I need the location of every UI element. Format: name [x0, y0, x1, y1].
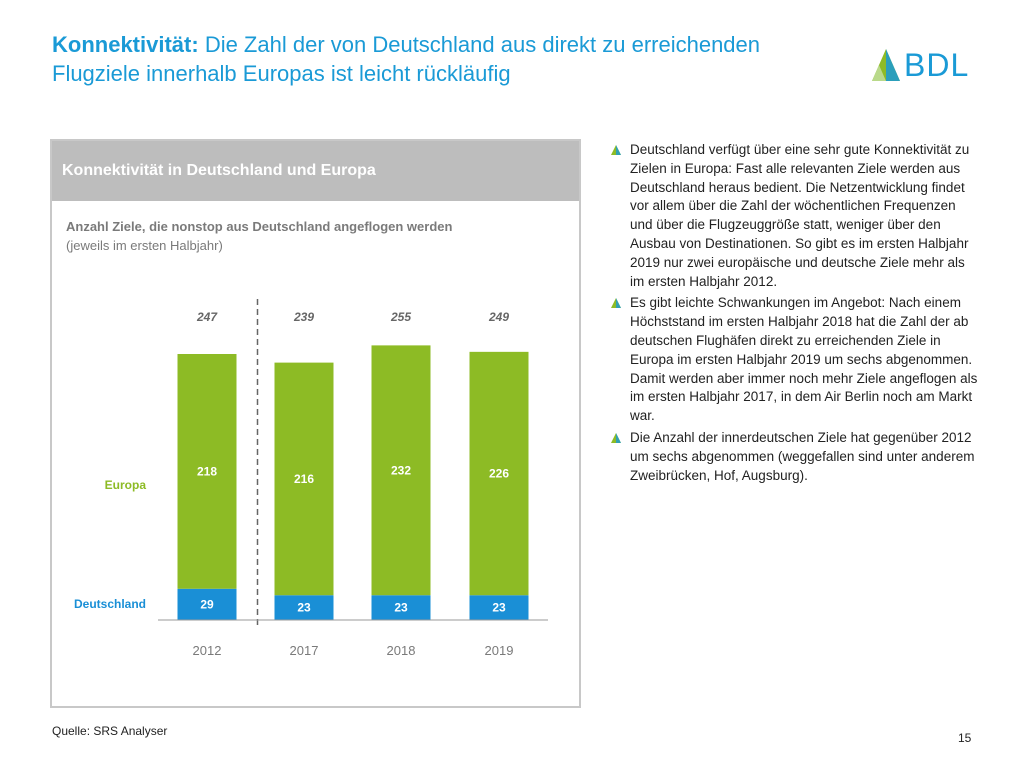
bar-europa-2017	[274, 362, 334, 596]
label-total-2018: 255	[390, 310, 411, 324]
label-europa-2017: 216	[294, 472, 314, 486]
panel-title: Konnektivität in Deutschland und Europa	[62, 162, 376, 179]
x-tick-2018: 2018	[387, 643, 416, 658]
source-note: Quelle: SRS Analyser	[52, 724, 168, 738]
bullet-text: Die Anzahl der innerdeutschen Ziele hat …	[630, 429, 975, 483]
label-total-2012: 247	[196, 310, 218, 324]
bullet-item: Es gibt leichte Schwankungen im Angebot:…	[610, 294, 980, 426]
bar-deutschland-2019	[469, 595, 529, 620]
label-deutschland-2018: 23	[394, 601, 408, 615]
label-europa-2012: 218	[197, 464, 217, 478]
panel-header: Konnektivität in Deutschland und Europa	[52, 141, 579, 201]
bullet-triangle-icon	[611, 432, 621, 443]
label-europa-2019: 226	[489, 467, 509, 481]
bar-europa-2019	[469, 351, 529, 596]
bar-deutschland-2017	[274, 595, 334, 620]
page-number: 15	[958, 731, 972, 745]
series-label-europa: Europa	[105, 478, 147, 492]
bar-deutschland-2018	[371, 595, 431, 620]
bullet-text: Deutschland verfügt über eine sehr gute …	[630, 142, 970, 289]
bullet-triangle-icon	[611, 298, 621, 309]
slide-title-line1: Die Zahl der von Deutschland aus direkt …	[204, 32, 761, 57]
bullet-item: Deutschland verfügt über eine sehr gute …	[610, 141, 980, 291]
bar-deutschland-2012	[177, 588, 237, 620]
label-deutschland-2017: 23	[297, 601, 311, 615]
chart-subtitle: Anzahl Ziele, die nonstop aus Deutschlan…	[66, 219, 453, 234]
x-tick-2012: 2012	[193, 643, 222, 658]
x-tick-2017: 2017	[290, 643, 319, 658]
bullet-triangle-icon	[611, 145, 621, 155]
chart-panel: Konnektivität in Deutschland und Europa …	[50, 139, 581, 708]
label-deutschland-2019: 23	[492, 601, 506, 615]
bar-europa-2012	[177, 354, 237, 589]
logo-text: BDL	[904, 47, 970, 83]
slide-title: Konnektivität: Die Zahl der von Deutschl…	[52, 30, 852, 88]
label-deutschland-2012: 29	[200, 597, 214, 611]
label-total-2017: 239	[293, 310, 314, 324]
slide-title-line2: Flugziele innerhalb Europas ist leicht r…	[52, 61, 511, 86]
series-label-deutschland: Deutschland	[74, 597, 146, 611]
bullet-list: Deutschland verfügt über eine sehr gute …	[610, 141, 980, 488]
slide-title-bold: Konnektivität:	[52, 32, 199, 57]
bullet-item: Die Anzahl der innerdeutschen Ziele hat …	[610, 429, 980, 485]
bdl-logo-icon	[872, 49, 900, 81]
label-total-2019: 249	[488, 310, 509, 324]
bdl-logo: BDL	[870, 47, 975, 83]
chart-note: (jeweils im ersten Halbjahr)	[66, 238, 223, 253]
stacked-bar-chart: 29 218 247 2012 23 216 239 2017 23 232 255 2018 23 22…	[74, 299, 548, 658]
x-tick-2019: 2019	[485, 643, 514, 658]
label-europa-2018: 232	[391, 463, 411, 477]
bar-europa-2018	[371, 345, 431, 596]
bullet-text: Es gibt leichte Schwankungen im Angebot:…	[630, 295, 978, 424]
